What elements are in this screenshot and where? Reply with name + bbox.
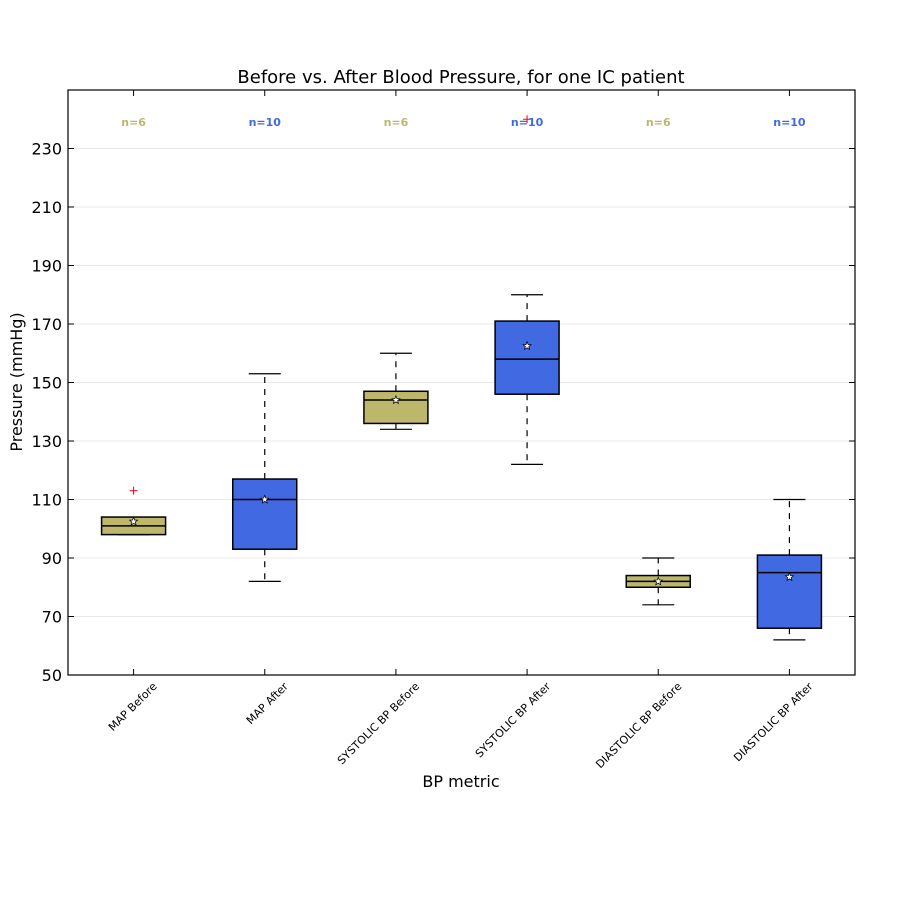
sample-size-label: n=6 (384, 116, 409, 129)
grid-lines (68, 148, 855, 617)
sample-size-label: n=10 (511, 116, 544, 129)
mean-marker (522, 340, 533, 351)
sample-size-label: n=10 (249, 116, 282, 129)
boxes-layer: n=6 n=10 n=6 n=10 n=6 n=10 (100, 115, 823, 641)
x-category-label: SYSTOLIC BP Before (335, 680, 422, 767)
box-4: n=10 (494, 115, 560, 465)
x-category-label: DIASTOLIC BP After (731, 680, 816, 765)
y-tick-label: 230 (31, 140, 62, 159)
y-tick-label: 210 (31, 198, 62, 217)
y-tick-label: 170 (31, 315, 62, 334)
mean-marker (128, 516, 139, 526)
sample-size-label: n=6 (121, 116, 146, 129)
box-5: n=6 (625, 116, 691, 606)
mean-marker (653, 576, 664, 586)
x-category-label: MAP Before (106, 680, 160, 734)
box-3: n=6 (363, 116, 429, 430)
iqr-box (494, 320, 560, 395)
y-tick-label: 90 (42, 549, 62, 568)
x-category-label: SYSTOLIC BP After (473, 680, 554, 761)
y-tick-label: 190 (31, 257, 62, 276)
chart-title: Before vs. After Blood Pressure, for one… (237, 67, 684, 88)
mean-marker (390, 394, 401, 405)
y-tick-label: 150 (31, 374, 62, 393)
x-axis-title: BP metric (422, 772, 499, 791)
iqr-box (232, 478, 298, 550)
y-tick-label: 70 (42, 608, 62, 627)
mean-marker (784, 571, 795, 582)
sample-size-label: n=10 (773, 116, 806, 129)
iqr-box (756, 554, 823, 629)
box-2: n=10 (232, 116, 298, 583)
box-1: n=6 (100, 116, 167, 536)
y-tick-label: 130 (31, 432, 62, 451)
box-6: n=10 (756, 116, 823, 641)
y-tick-label: 110 (31, 491, 62, 510)
y-tick-label: 50 (42, 666, 62, 685)
axis-ticks: 50 70 90 110 130 150 170 190 210 230 MAP Before MAP… (31, 90, 855, 771)
x-category-label: MAP After (244, 680, 291, 727)
y-axis-title: Pressure (mmHg) (7, 312, 26, 451)
sample-size-label: n=6 (646, 116, 671, 129)
mean-marker (259, 494, 270, 504)
x-category-label: DIASTOLIC BP Before (593, 680, 684, 771)
